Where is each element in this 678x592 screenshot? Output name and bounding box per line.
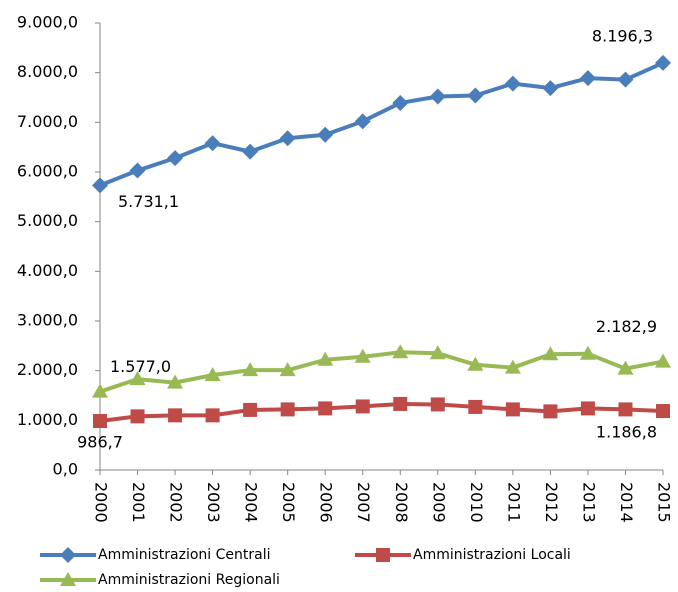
- data-point: [542, 80, 559, 97]
- y-tick-label: 9.000,0: [17, 13, 78, 32]
- x-tick-label: 2008: [392, 482, 411, 523]
- x-tick-label: 2007: [354, 482, 373, 523]
- data-point: [430, 397, 445, 412]
- data-label: 8.196,3: [592, 26, 653, 45]
- data-point: [317, 351, 334, 366]
- data-point: [242, 143, 259, 160]
- data-point: [468, 399, 483, 414]
- data-label: 5.731,1: [118, 192, 179, 211]
- data-point: [92, 383, 108, 398]
- data-point: [429, 345, 446, 360]
- data-point: [92, 177, 108, 194]
- data-point: [318, 401, 333, 416]
- data-label: 1.577,0: [110, 357, 171, 376]
- data-point: [656, 404, 670, 419]
- x-tick-label: 2013: [579, 482, 598, 523]
- data-point: [655, 353, 671, 368]
- x-tick-label: 2000: [92, 482, 111, 523]
- x-tick-label: 2004: [242, 482, 261, 523]
- data-point: [280, 402, 295, 417]
- y-tick-label: 2.000,0: [17, 360, 78, 379]
- data-point: [618, 402, 633, 417]
- data-point: [467, 356, 484, 371]
- data-point: [242, 362, 259, 377]
- legend-label: Amministrazioni Locali: [413, 547, 571, 563]
- data-label: 986,7: [77, 432, 123, 451]
- data-point: [429, 88, 446, 105]
- data-point: [504, 359, 521, 374]
- data-point: [543, 404, 558, 419]
- x-tick-label: 2001: [129, 482, 148, 523]
- series-line: [99, 61, 664, 188]
- data-point: [617, 360, 634, 375]
- data-point: [392, 94, 409, 111]
- y-tick-label: 4.000,0: [17, 261, 78, 280]
- legend-label: Amministrazioni Centrali: [98, 547, 271, 563]
- data-point: [617, 71, 634, 88]
- x-tick-label: 2002: [167, 482, 186, 523]
- legend-marker: [60, 572, 76, 586]
- y-tick-label: 3.000,0: [17, 311, 78, 330]
- data-point: [279, 130, 296, 147]
- data-point: [542, 346, 559, 361]
- x-tick-label: 2006: [317, 482, 336, 523]
- y-tick-label: 8.000,0: [17, 62, 78, 81]
- legend-marker: [376, 548, 390, 562]
- data-point: [579, 345, 596, 360]
- data-point: [504, 75, 521, 92]
- series-line: [99, 401, 664, 423]
- data-point: [655, 54, 671, 71]
- data-point: [204, 135, 221, 152]
- data-point: [467, 87, 484, 104]
- data-point: [279, 362, 296, 377]
- legend-marker: [60, 547, 76, 563]
- data-point: [129, 162, 146, 179]
- y-tick-label: 6.000,0: [17, 162, 78, 181]
- legend-label: Amministrazioni Regionali: [98, 572, 280, 588]
- data-point: [580, 401, 595, 416]
- x-tick-label: 2009: [429, 482, 448, 523]
- data-point: [129, 371, 146, 386]
- data-point: [505, 402, 520, 417]
- x-tick-label: 2003: [204, 482, 223, 523]
- data-point: [130, 409, 145, 424]
- y-tick-label: 7.000,0: [17, 112, 78, 131]
- data-point: [93, 413, 107, 428]
- data-point: [355, 399, 370, 414]
- data-point: [205, 408, 220, 423]
- data-point: [354, 113, 371, 130]
- data-point: [167, 150, 184, 167]
- y-tick-label: 0,0: [53, 460, 78, 479]
- data-point: [168, 408, 183, 423]
- x-tick-label: 2010: [467, 482, 486, 523]
- data-point: [243, 402, 258, 417]
- data-point: [354, 348, 371, 363]
- y-tick-label: 5.000,0: [17, 211, 78, 230]
- data-point: [167, 374, 184, 389]
- x-tick-label: 2011: [504, 482, 523, 523]
- data-label: 1.186,8: [596, 423, 657, 442]
- series-line: [99, 350, 664, 394]
- x-tick-label: 2015: [655, 482, 674, 523]
- x-tick-label: 2012: [542, 482, 561, 523]
- data-point: [579, 70, 596, 87]
- data-label: 2.182,9: [596, 317, 657, 336]
- x-tick-label: 2014: [617, 482, 636, 523]
- data-point: [392, 344, 409, 359]
- data-point: [393, 396, 408, 411]
- data-point: [317, 126, 334, 143]
- y-tick-label: 1.000,0: [17, 410, 78, 429]
- data-point: [204, 367, 221, 382]
- x-tick-label: 2005: [279, 482, 298, 523]
